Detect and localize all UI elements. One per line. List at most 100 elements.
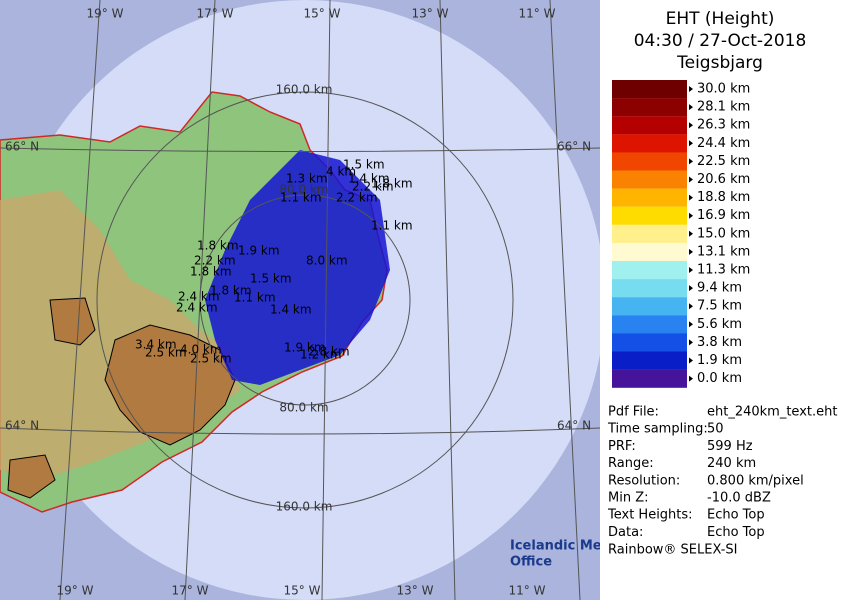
scale-swatch xyxy=(612,369,687,388)
scale-swatch xyxy=(612,261,687,280)
panel-title: EHT (Height) xyxy=(666,9,775,29)
scale-label: 1.9 km xyxy=(697,353,742,368)
echo-top-label: 4 km xyxy=(326,165,356,179)
scale-swatch xyxy=(612,297,687,316)
scale-label: 16.9 km xyxy=(697,208,750,223)
info-key: Data: xyxy=(608,525,643,540)
info-key: Time sampling: xyxy=(607,422,708,437)
echo-top-label: 2.5 km xyxy=(145,346,187,360)
logo-text: Office xyxy=(510,555,552,570)
echo-top-label: 3.4 km xyxy=(135,338,177,352)
info-value: 599 Hz xyxy=(707,439,753,454)
scale-swatch xyxy=(612,152,687,171)
echo-top-label: 2.2 km xyxy=(336,191,378,205)
info-value: Echo Top xyxy=(707,525,765,540)
footer: Rainbow® SELEX-SI xyxy=(608,543,738,558)
meridian-label: 13° W xyxy=(397,584,434,598)
scale-swatch xyxy=(612,188,687,207)
parallel-label: 64° N xyxy=(5,419,39,433)
scale-label: 13.1 km xyxy=(697,244,750,259)
echo-top-label: 1.1 km xyxy=(234,291,276,305)
scale-label: 7.5 km xyxy=(697,299,742,314)
scale-tick xyxy=(689,285,693,292)
scale-label: 28.1 km xyxy=(697,100,750,115)
scale-label: 20.6 km xyxy=(697,172,750,187)
scale-label: 30.0 km xyxy=(697,82,750,97)
meridian-label: 17° W xyxy=(197,7,234,21)
scale-label: 9.4 km xyxy=(697,281,742,296)
meridian-label: 15° W xyxy=(284,584,321,598)
panel: EHT (Height) 04:30 / 27-Oct-2018 Teigsbj… xyxy=(600,0,841,600)
scale-label: 5.6 km xyxy=(697,317,742,332)
scale-swatch xyxy=(612,224,687,243)
echo-top-label: 2.8 km xyxy=(308,345,350,359)
meridian-label: 11° W xyxy=(519,7,556,21)
parallel-label: 64° N xyxy=(557,419,591,433)
glacier xyxy=(7,297,96,499)
echo-top-label: 1.5 km xyxy=(250,272,292,286)
echo-top-label: 1.5 km xyxy=(343,158,385,172)
echo-top-label: 1.9 km xyxy=(238,244,280,258)
scale-label: 22.5 km xyxy=(697,154,750,169)
info-key: Resolution: xyxy=(608,473,680,488)
panel-time: 04:30 / 27-Oct-2018 xyxy=(634,31,807,51)
echo-top-label: 2.4 km xyxy=(176,301,218,315)
scale-label: 3.8 km xyxy=(697,335,742,350)
echo-top-label: 4.0 km xyxy=(180,343,222,357)
echo-top-label: 1.4 km xyxy=(348,172,390,186)
echo-top-label: 2.4 km xyxy=(178,290,220,304)
glacier xyxy=(104,324,236,446)
echo-top-label: 2.2 km xyxy=(352,180,394,194)
echo-top-label: 1.8 km xyxy=(197,239,239,253)
echo-top-label: 1.8 km xyxy=(371,177,413,191)
echo-top-label: 1.8 km xyxy=(190,265,232,279)
meridian-label: 17° W xyxy=(172,584,209,598)
scale-tick xyxy=(689,339,693,346)
scale-tick xyxy=(689,104,693,111)
ring-label: 160.0 km xyxy=(276,500,333,514)
scale-label: 15.0 km xyxy=(697,226,750,241)
meridian-label: 19° W xyxy=(57,584,94,598)
scale-tick xyxy=(689,176,693,183)
scale-tick xyxy=(689,357,693,364)
scale-tick xyxy=(689,86,693,92)
info-value: Echo Top xyxy=(707,508,765,523)
info-key: Range: xyxy=(608,456,654,471)
echo-top-label: 2.5 km xyxy=(190,352,232,366)
scale-swatch xyxy=(612,206,687,225)
scale-swatch xyxy=(612,134,687,153)
meridian-label: 15° W xyxy=(304,7,341,21)
logo-text: Icelandic Met xyxy=(510,539,608,554)
scale-tick xyxy=(689,267,693,273)
info-value: 0.800 km/pixel xyxy=(707,473,804,488)
scale-tick xyxy=(689,248,693,255)
info-key: Text Heights: xyxy=(607,508,693,523)
scale-label: 11.3 km xyxy=(697,263,750,278)
scale-swatch xyxy=(612,116,687,135)
scale-swatch xyxy=(612,170,687,189)
echo-area xyxy=(205,150,390,385)
scale-swatch xyxy=(612,315,687,334)
scale-tick xyxy=(689,230,693,237)
scale-tick xyxy=(689,122,693,129)
ring-label: 80.0 km xyxy=(279,401,328,415)
scale-tick xyxy=(689,321,693,328)
meridian-label: 13° W xyxy=(412,7,449,21)
info-key: PRF: xyxy=(608,439,636,454)
scale-tick xyxy=(689,212,693,219)
scale-swatch xyxy=(612,98,687,117)
info-key: Min Z: xyxy=(608,491,649,506)
echo-top-label: 8.0 km xyxy=(306,254,348,268)
echo-top-label: 1.3 km xyxy=(286,172,328,186)
scale-tick xyxy=(689,140,693,147)
info-key: Pdf File: xyxy=(608,405,659,420)
ring-label: 80.0 km xyxy=(279,183,328,197)
scale-label: 18.8 km xyxy=(697,190,750,205)
info-value: 50 xyxy=(707,422,724,437)
graticule xyxy=(0,0,601,601)
echo-top-label: 1.9 km xyxy=(284,341,326,355)
ring-label: 160.0 km xyxy=(276,83,333,97)
meridian-label: 11° W xyxy=(509,584,546,598)
parallel-label: 66° N xyxy=(5,140,39,154)
scale-swatch xyxy=(612,279,687,298)
